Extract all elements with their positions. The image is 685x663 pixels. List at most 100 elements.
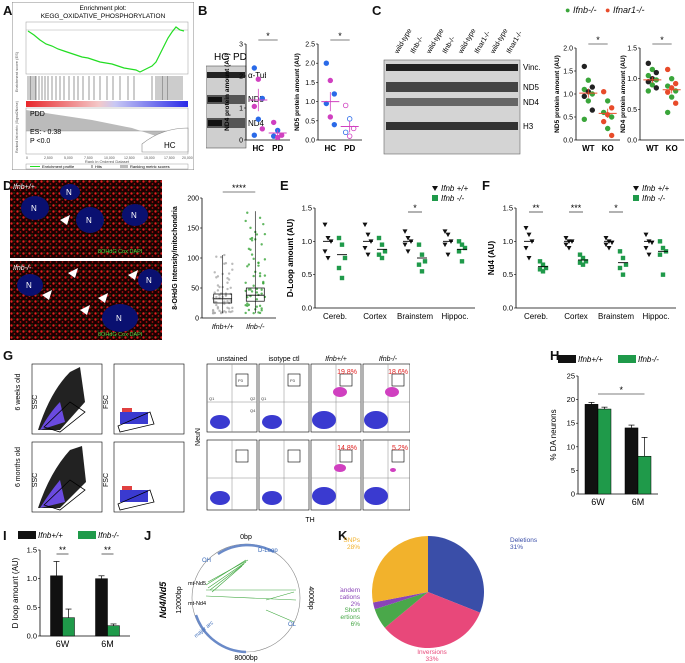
data-point xyxy=(581,93,588,99)
flow-cytometry-g: 6 weeks old 6 months old SSC SSC FSC FSC… xyxy=(15,356,410,524)
legend-label-1: Ifnb -/- xyxy=(441,194,464,203)
chart-b-right: 0.0 0.5 1.0 1.5 2.0 2.5 ND5 protein amount (AU… xyxy=(294,31,362,153)
gsea-hits xyxy=(27,76,183,100)
data-point xyxy=(224,262,228,265)
data-point xyxy=(251,65,258,71)
data-point xyxy=(577,260,583,265)
data-point xyxy=(442,242,448,248)
flow-gate-q2: Q2 xyxy=(250,396,256,401)
flow-gate-q1b: Q1 xyxy=(261,396,267,401)
data-point xyxy=(224,311,228,314)
data-point xyxy=(617,249,623,254)
chart-i: 0.0 0.5 1.0 1.5 D loop amount (AU) 6W 6M ** ** If… xyxy=(11,531,130,649)
blot-b-hc: HC xyxy=(214,52,228,63)
data-point xyxy=(226,300,229,303)
flow-gate-p3b: P3 xyxy=(290,378,296,383)
data-point xyxy=(405,236,411,241)
data-point xyxy=(255,305,259,308)
data-point xyxy=(260,288,263,291)
data-point xyxy=(224,294,228,297)
x-tick-label: 6M xyxy=(101,639,114,649)
y-tick-label: 1.5 xyxy=(503,204,513,213)
data-point xyxy=(445,252,451,258)
gsea-xtick-4: 10,000 xyxy=(104,156,115,160)
data-point xyxy=(331,91,338,97)
x-tick-label: Brainstem xyxy=(397,312,433,321)
x-tick-label: 6W xyxy=(591,497,605,507)
data-point xyxy=(402,229,408,234)
blot-c: wild-type Ifnb-/- wild-type Ifnb-/- wild… xyxy=(383,27,541,155)
data-point xyxy=(419,252,425,257)
legend-marker-1 xyxy=(432,195,438,201)
data-point xyxy=(563,242,569,248)
gsea-ylabel-bottom: Ranked list metric (Signal2Noise) xyxy=(15,101,19,153)
data-point xyxy=(462,245,468,251)
mtdna-mtnd4-label: mt-Nd4 xyxy=(188,601,206,607)
data-point xyxy=(664,109,671,116)
data-point xyxy=(540,262,546,267)
y-tick-label: 2.5 xyxy=(305,42,315,49)
flow-gate-q4: Q4 xyxy=(250,408,256,413)
data-point xyxy=(589,107,596,113)
data-point xyxy=(250,290,254,293)
data-point xyxy=(325,236,331,241)
data-point xyxy=(537,259,543,264)
legend-label-1: Ifnb-/- xyxy=(98,531,119,540)
y-axis-title: Nd4 (AU) xyxy=(487,241,496,276)
data-point xyxy=(608,105,615,111)
gsea-enrichment-plot: Enrichment plot: KEGG_OXIDATIVE_PHOSPHOR… xyxy=(12,2,194,170)
data-point xyxy=(219,292,223,295)
blot-b-label-2: ND4 xyxy=(248,119,265,128)
data-point xyxy=(459,242,465,247)
blot-c-lane-1: Ifnb-/- xyxy=(410,35,426,55)
arrowhead-icon xyxy=(80,305,90,315)
gsea-metric-area xyxy=(26,110,188,150)
data-point xyxy=(620,255,626,261)
pie-slice xyxy=(374,592,428,628)
blot-c-lane-3: Ifnb-/- xyxy=(442,35,458,55)
data-point xyxy=(442,229,448,234)
y-tick-label: 0.0 xyxy=(305,138,315,145)
data-point xyxy=(216,307,220,310)
blot-c-label-0: Vinc. xyxy=(523,63,541,72)
data-point xyxy=(247,247,251,251)
significance-label: * xyxy=(266,31,270,41)
data-point xyxy=(362,222,368,228)
data-point xyxy=(645,88,652,94)
y-axis-title: D-Loop amount (AU) xyxy=(286,219,295,298)
mtdna-mtnd5-label: mt-Nd5 xyxy=(188,581,206,587)
mtdna-dloop-arc xyxy=(217,543,275,556)
gsea-xtick-8: 20,000 xyxy=(182,156,193,160)
significance-label: * xyxy=(619,385,623,395)
data-point xyxy=(419,269,425,274)
y-axis-title: ND4 protein amount (AU) xyxy=(224,53,231,131)
mtdna-map-j: Nd4/Nd5 12000bp 0bp 4000bp 8000bp D-Loop… xyxy=(158,534,314,662)
data-point xyxy=(257,264,260,267)
gsea-xaxis-title: Rank in Ordered Dataset xyxy=(85,159,130,164)
x-tick-label: WT xyxy=(646,144,659,153)
data-point xyxy=(229,310,232,314)
data-point xyxy=(246,211,249,214)
y-tick-label: 0 xyxy=(195,316,199,323)
data-point xyxy=(224,292,228,295)
x-tick-label: 6W xyxy=(56,639,70,649)
y-tick-label: 50 xyxy=(191,286,199,293)
gsea-xtick-7: 17,500 xyxy=(164,156,175,160)
blot-b: HC PD α-Tub ND5 ND4 xyxy=(206,52,266,149)
x-tick-label: 6M xyxy=(632,497,645,507)
data-point xyxy=(251,103,258,110)
x-tick-label: Ifnb-/- xyxy=(246,324,265,331)
x-tick-label: WT xyxy=(582,144,595,153)
y-tick-label: 1.0 xyxy=(302,237,312,246)
data-point xyxy=(456,239,462,244)
y-tick-label: 0.0 xyxy=(503,304,513,313)
data-point xyxy=(645,60,652,67)
data-point xyxy=(229,299,232,303)
data-point xyxy=(252,311,255,315)
data-point xyxy=(523,226,529,231)
gsea-p: P <0.0 xyxy=(30,138,50,145)
flow-header-2: Ifnb+/+ xyxy=(325,356,347,363)
legend-label-0: Ifnb +/+ xyxy=(441,184,468,193)
data-point xyxy=(617,265,623,271)
